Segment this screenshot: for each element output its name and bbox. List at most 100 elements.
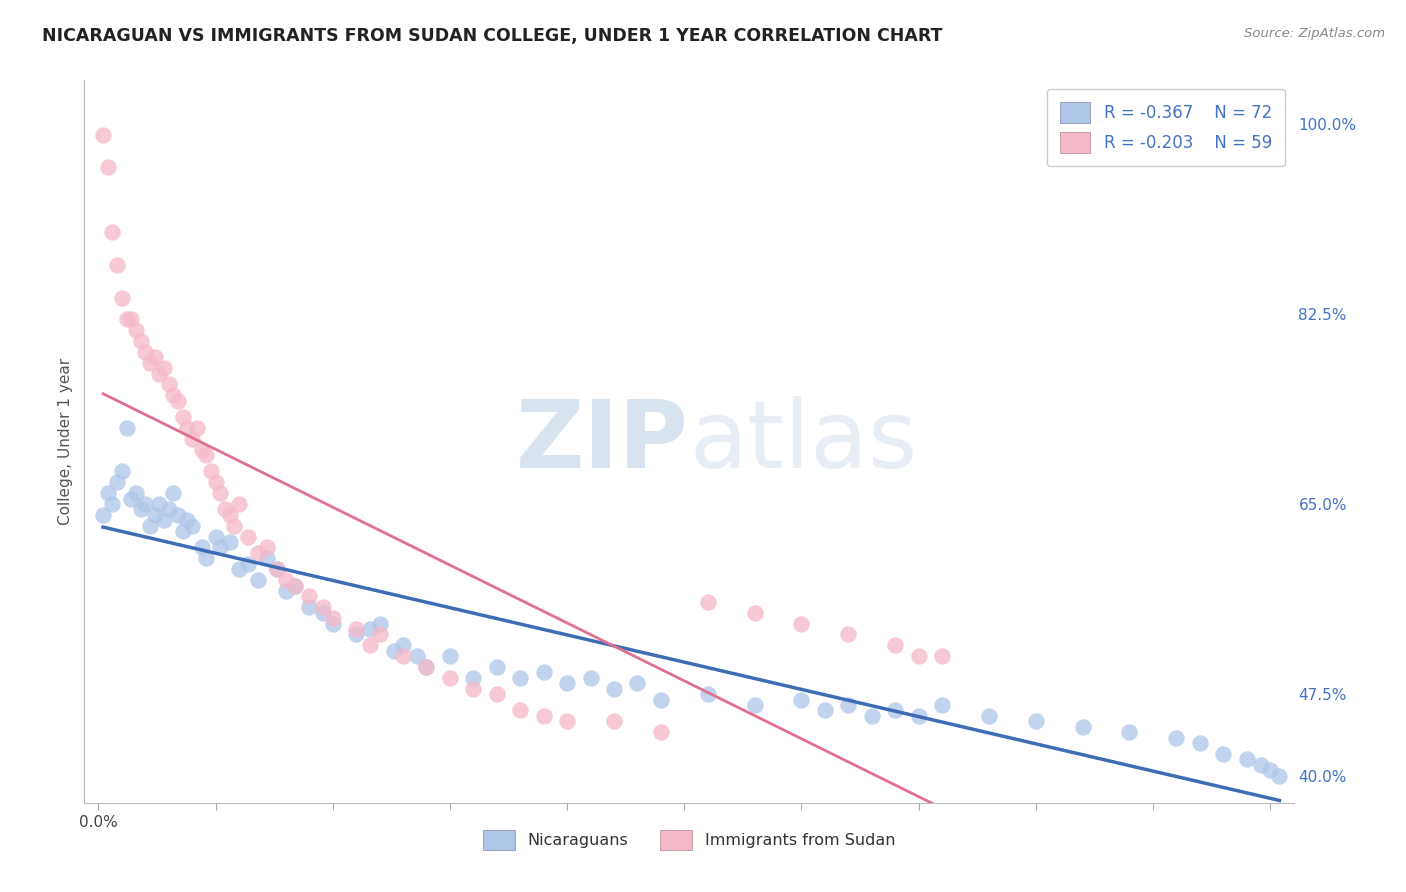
Point	[284, 578, 307, 592]
Point	[204, 475, 226, 490]
Point	[1268, 769, 1291, 783]
Point	[134, 497, 156, 511]
Point	[120, 491, 142, 506]
Point	[209, 541, 232, 555]
Point	[105, 475, 128, 490]
Point	[266, 562, 288, 576]
Point	[266, 562, 288, 576]
Point	[190, 442, 212, 457]
Point	[153, 361, 176, 376]
Point	[1025, 714, 1047, 729]
Point	[463, 671, 485, 685]
Point	[190, 541, 212, 555]
Point	[228, 562, 250, 576]
Point	[322, 616, 344, 631]
Point	[415, 660, 437, 674]
Point	[139, 356, 162, 370]
Point	[907, 709, 929, 723]
Point	[256, 541, 278, 555]
Point	[172, 410, 194, 425]
Point	[143, 351, 166, 365]
Point	[200, 464, 222, 478]
Point	[129, 334, 152, 348]
Point	[860, 709, 883, 723]
Point	[125, 486, 148, 500]
Point	[148, 497, 170, 511]
Point	[120, 312, 142, 326]
Point	[579, 671, 602, 685]
Point	[626, 676, 648, 690]
Point	[218, 508, 240, 522]
Point	[228, 497, 250, 511]
Point	[1071, 720, 1094, 734]
Point	[814, 703, 837, 717]
Point	[344, 627, 367, 641]
Point	[790, 692, 813, 706]
Point	[696, 595, 718, 609]
Point	[368, 616, 391, 631]
Point	[485, 687, 508, 701]
Point	[392, 649, 415, 664]
Text: atlas: atlas	[689, 395, 917, 488]
Point	[790, 616, 813, 631]
Point	[1188, 736, 1211, 750]
Y-axis label: College, Under 1 year: College, Under 1 year	[58, 358, 73, 525]
Point	[392, 638, 415, 652]
Point	[650, 692, 672, 706]
Point	[298, 600, 321, 615]
Point	[256, 551, 278, 566]
Point	[931, 698, 953, 712]
Point	[907, 649, 929, 664]
Point	[129, 502, 152, 516]
Point	[533, 709, 555, 723]
Point	[224, 518, 246, 533]
Text: Source: ZipAtlas.com: Source: ZipAtlas.com	[1244, 27, 1385, 40]
Point	[153, 513, 176, 527]
Text: NICARAGUAN VS IMMIGRANTS FROM SUDAN COLLEGE, UNDER 1 YEAR CORRELATION CHART: NICARAGUAN VS IMMIGRANTS FROM SUDAN COLL…	[42, 27, 942, 45]
Legend: Nicaraguans, Immigrants from Sudan: Nicaraguans, Immigrants from Sudan	[477, 824, 901, 856]
Point	[115, 421, 138, 435]
Point	[1258, 763, 1281, 777]
Point	[91, 508, 114, 522]
Point	[1212, 747, 1234, 761]
Point	[125, 323, 148, 337]
Point	[298, 590, 321, 604]
Point	[101, 497, 124, 511]
Point	[167, 508, 190, 522]
Point	[218, 535, 240, 549]
Point	[204, 530, 226, 544]
Point	[744, 606, 766, 620]
Point	[533, 665, 555, 680]
Point	[509, 671, 531, 685]
Point	[134, 345, 156, 359]
Point	[382, 643, 405, 657]
Point	[744, 698, 766, 712]
Point	[172, 524, 194, 538]
Point	[101, 226, 124, 240]
Point	[439, 649, 461, 664]
Point	[246, 573, 269, 587]
Point	[143, 508, 166, 522]
Point	[181, 518, 204, 533]
Point	[555, 676, 578, 690]
Point	[195, 551, 218, 566]
Point	[322, 611, 344, 625]
Point	[312, 606, 335, 620]
Text: ZIP: ZIP	[516, 395, 689, 488]
Point	[195, 448, 218, 462]
Point	[555, 714, 578, 729]
Point	[344, 622, 367, 636]
Point	[603, 681, 626, 696]
Point	[509, 703, 531, 717]
Point	[214, 502, 236, 516]
Point	[157, 502, 180, 516]
Point	[209, 486, 232, 500]
Point	[931, 649, 953, 664]
Point	[139, 518, 162, 533]
Point	[167, 393, 190, 408]
Point	[1118, 725, 1140, 739]
Point	[696, 687, 718, 701]
Point	[238, 530, 260, 544]
Point	[359, 638, 381, 652]
Point	[312, 600, 335, 615]
